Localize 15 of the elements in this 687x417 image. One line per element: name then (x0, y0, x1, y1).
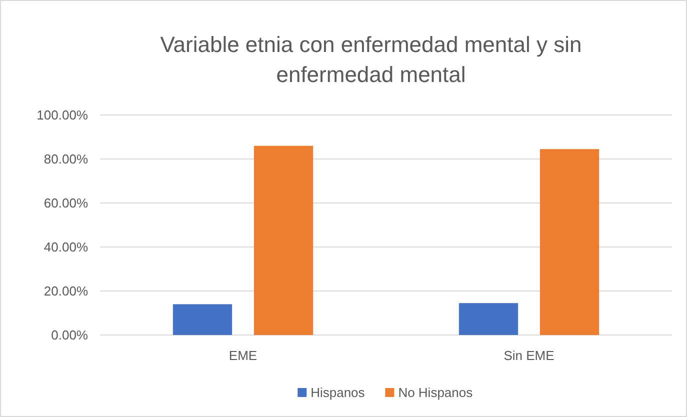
legend-label: No Hispanos (398, 385, 474, 400)
y-tick-label: 20.00% (44, 284, 88, 299)
y-tick-label: 80.00% (44, 152, 88, 167)
y-tick-label: 60.00% (44, 196, 88, 211)
bar (458, 303, 518, 335)
chart-title: Variable etnia con enfermedad mental y sin enfermedad mental (160, 32, 582, 87)
bar (540, 149, 600, 335)
bar (172, 304, 232, 335)
x-tick-label: Sin EME (504, 348, 555, 363)
bar (254, 146, 314, 335)
x-tick-label: EME (228, 348, 258, 363)
y-tick-label: 100.00% (36, 108, 88, 123)
y-tick-label: 0.00% (51, 328, 88, 343)
y-tick-label: 40.00% (44, 240, 88, 255)
legend-label: Hispanos (310, 385, 366, 400)
